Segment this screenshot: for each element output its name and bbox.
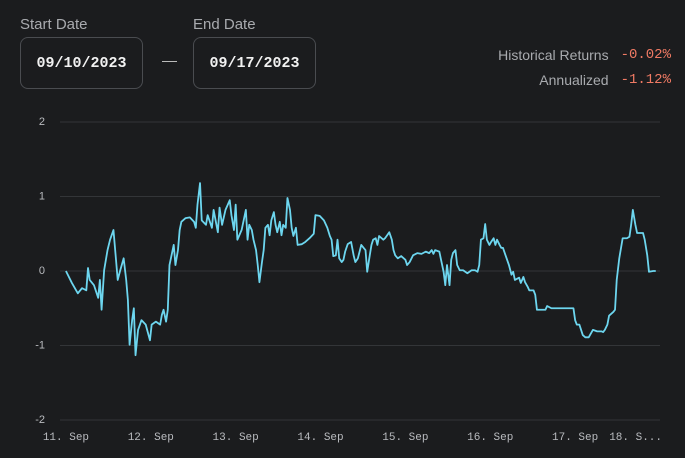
stat-row: Annualized -1.12% [539, 72, 671, 88]
x-tick-label: 13. Sep [213, 432, 259, 444]
x-tick-label: 14. Sep [297, 432, 343, 444]
stat-label: Historical Returns [498, 47, 609, 63]
y-tick-label: -1 [35, 339, 45, 351]
x-tick-label: 15. Sep [382, 432, 428, 444]
separator [162, 61, 177, 62]
x-tick-label: 11. Sep [43, 432, 89, 444]
stat-row: Historical Returns -0.02% [498, 47, 671, 63]
data-line [65, 182, 656, 357]
y-tick-label: 0 [39, 265, 45, 277]
x-tick-label: 18. S... [609, 432, 662, 444]
x-tick-label: 12. Sep [128, 432, 174, 444]
x-tick-label: 16. Sep [467, 432, 513, 444]
x-tick-label: 17. Sep [552, 432, 598, 444]
y-tick-label: 2 [39, 116, 45, 128]
start-date-input[interactable]: 09/10/2023 [20, 37, 143, 89]
stat-label: Annualized [539, 72, 609, 88]
end-date-input[interactable]: 09/17/2023 [193, 37, 316, 89]
y-tick-label: -2 [35, 414, 45, 426]
y-tick-label: 1 [39, 190, 45, 202]
stat-value: -1.12% [620, 72, 671, 88]
end-label: End Date [193, 16, 256, 33]
stat-value: -0.02% [620, 47, 671, 63]
start-label: Start Date [20, 16, 88, 33]
